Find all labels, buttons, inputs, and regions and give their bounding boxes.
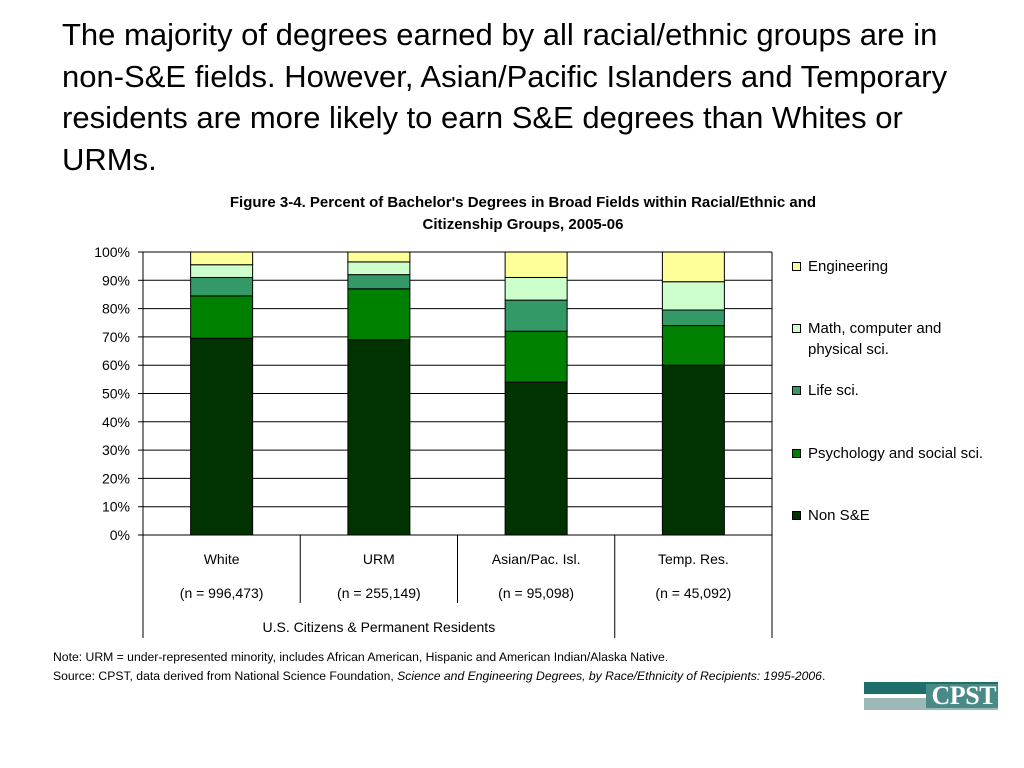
note-source-title: Science and Engineering Degrees, by Race… xyxy=(397,669,822,683)
y-tick-label: 90% xyxy=(102,272,130,288)
note-source-suffix: . xyxy=(821,669,826,683)
bar-segment-psychology-and-social-sci-white xyxy=(190,295,254,339)
legend-label-math-computer-physical: Math, computer and physical sci. xyxy=(808,320,942,358)
note-urm-definition: Note: URM = under-represented minority, … xyxy=(53,650,669,664)
category-label: Asian/Pac. Isl. xyxy=(492,551,581,567)
cpst-logo: CPST xyxy=(864,682,998,710)
bar-segment-psychology-and-social-sci-asian-pac-isl xyxy=(504,330,568,383)
category-label: Temp. Res. xyxy=(658,551,729,567)
legend-label-engineering: Engineering xyxy=(808,258,889,275)
y-tick-label: 20% xyxy=(102,470,130,486)
chart-title-line-2: Citizenship Groups, 2005-06 xyxy=(422,216,624,233)
legend-label-psychology-social: Psychology and social sci. xyxy=(808,445,984,462)
y-tick-label: 10% xyxy=(102,499,130,515)
bar-segment-engineering-white xyxy=(190,251,254,266)
logo-text-background xyxy=(926,684,998,708)
bar-segment-life-sci-temp-res xyxy=(661,309,725,327)
bar-segment-non-s-e-white xyxy=(190,337,254,536)
y-tick-label: 50% xyxy=(102,386,130,402)
note-source-prefix: Source: CPST, data derived from National… xyxy=(53,669,398,683)
bar-segment-engineering-asian-pac-isl xyxy=(504,251,568,278)
bar-segment-non-s-e-asian-pac-isl xyxy=(504,381,568,536)
bar-segment-life-sci-urm xyxy=(347,274,411,290)
note-source: Source: CPST, data derived from National… xyxy=(53,667,843,686)
chart-title: Figure 3-4. Percent of Bachelor's Degree… xyxy=(140,192,906,236)
legend-label-non-se: Non S&E xyxy=(808,507,870,524)
bar-segment-math-computer-and-physical-sci-temp-res xyxy=(661,281,725,311)
y-tick-label: 60% xyxy=(102,357,130,373)
bar-segment-math-computer-and-physical-sci-white xyxy=(190,264,254,278)
category-label: White xyxy=(204,551,240,567)
bar-segment-psychology-and-social-sci-urm xyxy=(347,288,411,341)
chart-note: Note: URM = under-represented minority, … xyxy=(53,648,843,686)
slide-headline: The majority of degrees earned by all ra… xyxy=(62,17,948,177)
category-count-label: (n = 95,098) xyxy=(498,585,574,601)
y-tick-label: 80% xyxy=(102,301,130,317)
bar-segment-psychology-and-social-sci-temp-res xyxy=(661,325,725,366)
legend-label-life-sci: Life sci. xyxy=(808,382,859,399)
bar-segment-engineering-urm xyxy=(347,251,411,263)
bar-segment-life-sci-asian-pac-isl xyxy=(504,299,568,332)
legend-swatch-engineering xyxy=(792,262,801,271)
legend-swatch-math-computer-physical xyxy=(792,324,801,333)
y-tick-label: 0% xyxy=(110,527,130,543)
chart-title-line-1: Figure 3-4. Percent of Bachelor's Degree… xyxy=(229,194,817,211)
y-tick-label: 70% xyxy=(102,329,130,345)
category-count-label: (n = 996,473) xyxy=(180,585,264,601)
bar-segment-engineering-temp-res xyxy=(661,251,725,283)
category-count-label: (n = 255,149) xyxy=(337,585,421,601)
y-tick-label: 40% xyxy=(102,414,130,430)
logo-text: CPST xyxy=(931,681,997,710)
legend-swatch-psychology-social xyxy=(792,449,801,458)
bar-segment-math-computer-and-physical-sci-urm xyxy=(347,261,411,276)
legend-swatch-life-sci xyxy=(792,386,801,395)
legend-swatch-non-se xyxy=(792,511,801,520)
bar-segment-non-s-e-temp-res xyxy=(661,364,725,536)
category-group-label: U.S. Citizens & Permanent Residents xyxy=(263,619,496,635)
bar-segment-math-computer-and-physical-sci-asian-pac-isl xyxy=(504,276,568,301)
y-tick-label: 100% xyxy=(94,244,130,260)
category-label: URM xyxy=(363,551,395,567)
bar-segment-life-sci-white xyxy=(190,276,254,297)
bar-segment-non-s-e-urm xyxy=(347,339,411,536)
category-count-label: (n = 45,092) xyxy=(655,585,731,601)
y-tick-label: 30% xyxy=(102,442,130,458)
